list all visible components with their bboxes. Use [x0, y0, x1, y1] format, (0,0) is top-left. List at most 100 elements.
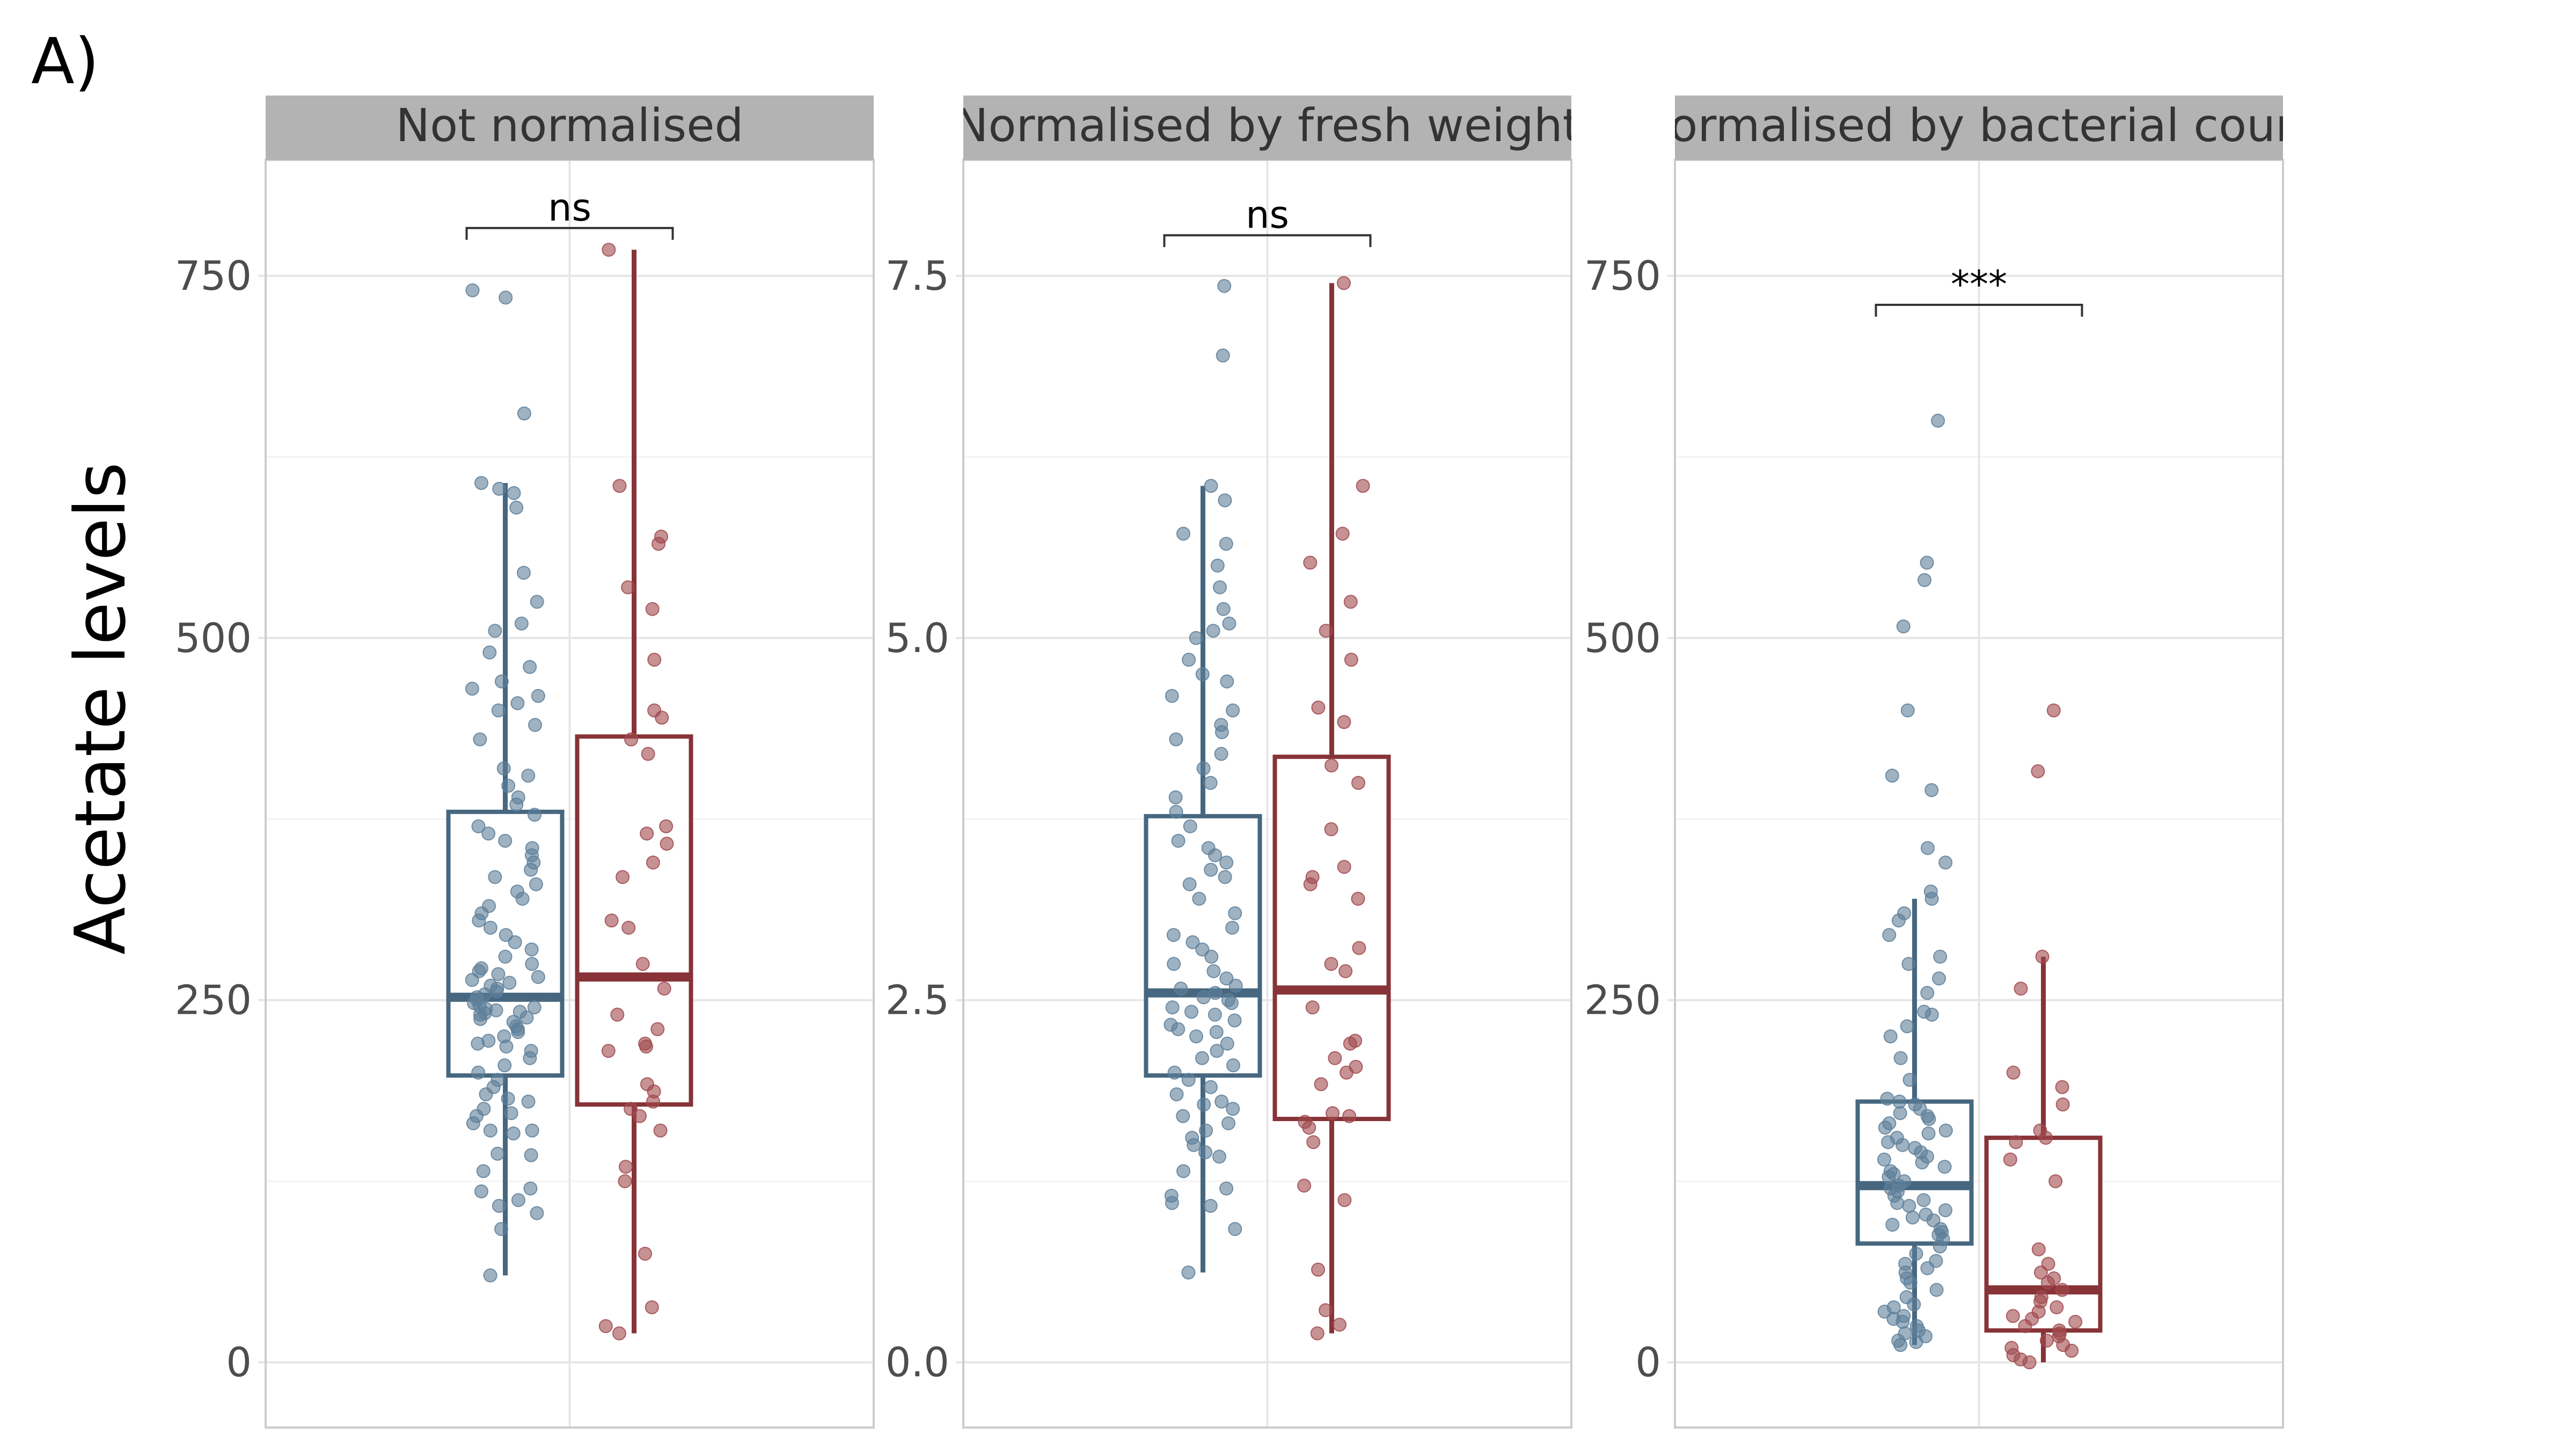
- data-point: [1319, 1303, 1333, 1318]
- data-point: [1174, 982, 1188, 996]
- data-point: [1919, 1208, 1933, 1222]
- significance-label: ***: [1951, 262, 2007, 306]
- data-point: [530, 1206, 544, 1220]
- data-point: [1192, 891, 1206, 906]
- data-point: [1890, 1131, 1904, 1145]
- data-point: [1303, 555, 1318, 570]
- data-point: [1937, 1160, 1952, 1174]
- data-point: [1228, 906, 1242, 920]
- facet-strip-title: Not normalised: [396, 99, 744, 152]
- data-point: [604, 913, 619, 928]
- data-point: [647, 653, 662, 667]
- data-point: [528, 808, 542, 822]
- data-point: [1225, 920, 1240, 935]
- data-point: [501, 1092, 515, 1106]
- data-point: [610, 1007, 625, 1022]
- data-point: [1328, 1051, 1342, 1065]
- facet-strip-title: Normalised by fresh weight: [954, 99, 1580, 152]
- data-point: [471, 1065, 486, 1080]
- data-point: [624, 732, 639, 747]
- data-point: [647, 703, 662, 718]
- data-point: [1324, 822, 1338, 837]
- data-point: [660, 837, 674, 851]
- data-point: [1166, 928, 1181, 942]
- data-point: [474, 961, 488, 976]
- data-point: [1909, 1319, 1924, 1334]
- y-tick-label: 750: [175, 252, 252, 299]
- data-point: [1886, 1300, 1901, 1314]
- data-point: [524, 1044, 538, 1058]
- data-point: [1210, 558, 1225, 573]
- data-point: [1169, 1087, 1184, 1102]
- data-point: [1203, 1198, 1218, 1213]
- data-point: [483, 1268, 497, 1283]
- facet-panel: 0 250 500 750 Not normalised ns: [175, 96, 875, 1429]
- data-point: [2055, 1080, 2069, 1094]
- data-point: [1916, 1193, 1931, 1208]
- data-point: [1168, 790, 1183, 804]
- data-point: [653, 1123, 668, 1138]
- data-point: [1227, 1013, 1242, 1028]
- data-point: [1356, 479, 1370, 493]
- facet-strip: [1675, 96, 2283, 160]
- data-point: [1896, 619, 1911, 634]
- data-point: [1206, 624, 1220, 638]
- data-point: [1899, 1290, 1914, 1305]
- data-point: [618, 1174, 632, 1189]
- panel-tag: A): [31, 24, 99, 98]
- data-point: [513, 1005, 527, 1019]
- data-point: [511, 1193, 525, 1208]
- data-point: [491, 967, 506, 982]
- data-point: [632, 1109, 647, 1123]
- data-point: [498, 949, 513, 964]
- data-point: [509, 500, 524, 515]
- data-point: [1932, 971, 1946, 986]
- data-point: [1344, 653, 1358, 667]
- data-point: [1176, 526, 1191, 541]
- data-point: [1212, 1150, 1227, 1164]
- data-point: [1219, 855, 1234, 870]
- data-point: [1924, 783, 1939, 797]
- data-point: [1933, 949, 1948, 964]
- data-point: [1203, 775, 1218, 790]
- data-point: [1208, 1007, 1222, 1022]
- data-point: [1220, 1036, 1234, 1051]
- y-tick-label: 250: [1584, 977, 1661, 1024]
- data-point: [2055, 1283, 2069, 1297]
- data-point: [1337, 860, 1351, 874]
- data-point: [1176, 1164, 1191, 1179]
- data-point: [1311, 700, 1326, 715]
- data-point: [1206, 964, 1221, 978]
- data-point: [1920, 986, 1935, 1000]
- data-point: [1909, 1247, 1923, 1261]
- facet-panels: 0 250 500 750 Not normalised ns 0.0 2.5 5.0 7.5 No…: [175, 96, 2284, 1429]
- data-point: [1195, 1051, 1209, 1065]
- data-point: [1228, 1222, 1242, 1236]
- data-point: [1196, 990, 1211, 1005]
- data-point: [517, 406, 531, 421]
- data-point: [1169, 804, 1183, 819]
- data-point: [2046, 703, 2061, 718]
- data-point: [1882, 928, 1897, 942]
- data-point: [1900, 703, 1915, 718]
- data-point: [2068, 1314, 2083, 1329]
- data-point: [491, 703, 506, 718]
- data-point: [477, 1102, 491, 1116]
- data-point: [488, 870, 502, 884]
- data-point: [657, 982, 671, 996]
- data-point: [1337, 1193, 1352, 1208]
- data-point: [494, 1222, 509, 1236]
- data-point: [612, 1326, 626, 1341]
- data-point: [1221, 1116, 1236, 1131]
- data-point: [523, 1181, 538, 1196]
- data-point: [2048, 1174, 2063, 1189]
- data-point: [1897, 1309, 1911, 1323]
- data-point: [1885, 769, 1899, 783]
- data-point: [474, 475, 489, 490]
- y-tick-label: 750: [1584, 252, 1661, 299]
- data-point: [1209, 1025, 1224, 1040]
- data-point: [1201, 841, 1216, 855]
- data-point: [474, 1184, 488, 1198]
- data-point: [1185, 1131, 1199, 1145]
